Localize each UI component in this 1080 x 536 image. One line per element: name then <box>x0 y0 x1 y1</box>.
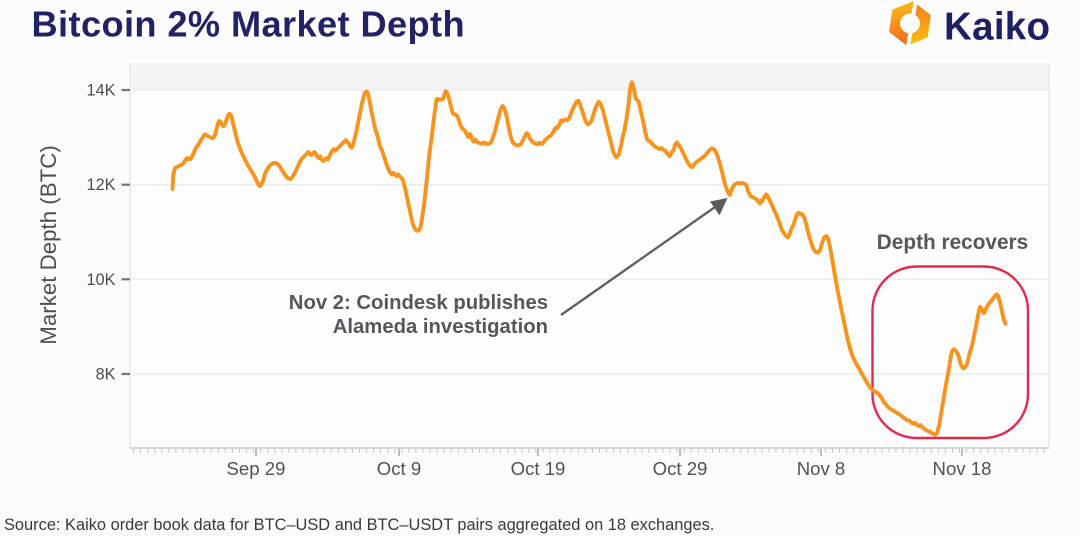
svg-text:Oct 19: Oct 19 <box>511 458 566 479</box>
svg-text:10K: 10K <box>87 271 116 289</box>
svg-text:Oct 9: Oct 9 <box>377 458 421 479</box>
svg-text:Kaiko: Kaiko <box>944 5 1050 48</box>
svg-text:14K: 14K <box>87 82 116 100</box>
svg-text:Market Depth (BTC): Market Depth (BTC) <box>36 145 61 344</box>
svg-text:Alameda investigation: Alameda investigation <box>333 316 548 338</box>
svg-text:Nov 18: Nov 18 <box>933 458 992 479</box>
svg-text:12K: 12K <box>87 176 116 194</box>
svg-text:8K: 8K <box>96 366 116 384</box>
svg-text:Depth recovers: Depth recovers <box>877 231 1028 254</box>
svg-text:Oct 29: Oct 29 <box>653 458 708 479</box>
svg-text:Nov 8: Nov 8 <box>797 458 846 479</box>
svg-text:Source: Kaiko order book data: Source: Kaiko order book data for BTC–US… <box>4 516 714 534</box>
svg-text:Nov 2: Coindesk publishes: Nov 2: Coindesk publishes <box>289 292 548 314</box>
svg-text:Bitcoin 2% Market Depth: Bitcoin 2% Market Depth <box>32 3 465 44</box>
svg-text:Sep 29: Sep 29 <box>227 458 286 479</box>
